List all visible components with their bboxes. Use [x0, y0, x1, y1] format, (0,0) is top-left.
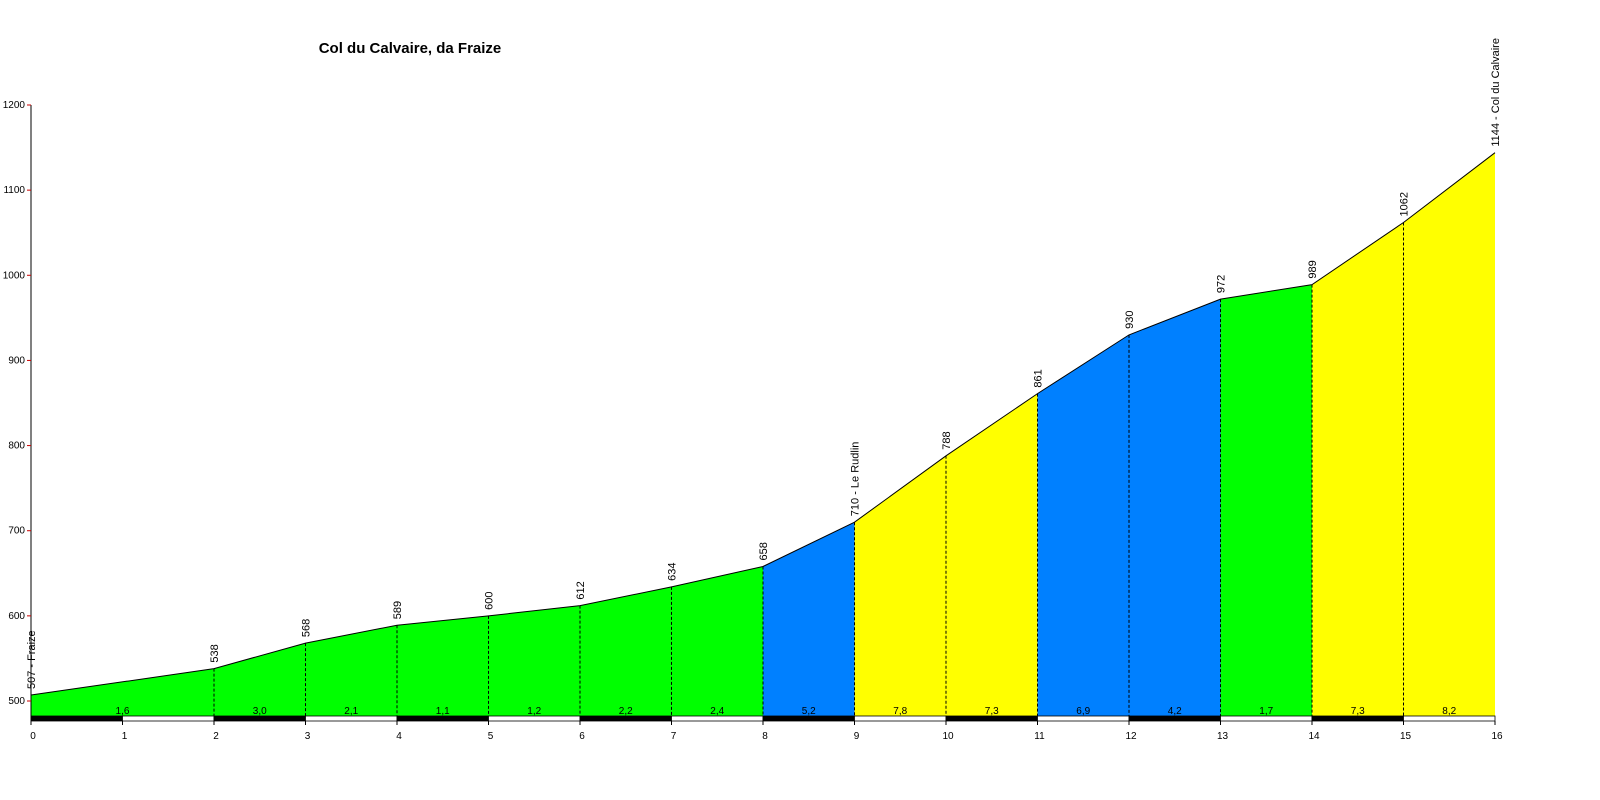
- x-tick-label: 5: [488, 731, 494, 742]
- elevation-label: 507 - Fraize: [26, 630, 38, 689]
- gradient-segment: [854, 455, 946, 716]
- elevation-label: 589: [392, 601, 404, 619]
- y-tick-label: 1200: [3, 100, 26, 111]
- gradient-segment: [946, 393, 1038, 716]
- gradient-segment: [1220, 284, 1312, 716]
- x-tick-label: 15: [1400, 731, 1412, 742]
- gradient-label: 1,2: [527, 706, 541, 717]
- gradient-label: 1,7: [1259, 706, 1273, 717]
- km-band: [671, 715, 764, 722]
- km-band: [762, 715, 855, 722]
- x-tick-label: 16: [1491, 731, 1503, 742]
- x-tick-label: 14: [1308, 731, 1320, 742]
- km-band: [1403, 715, 1496, 722]
- elevation-label: 1144 - Col du Calvaire: [1490, 38, 1502, 147]
- km-band: [1037, 715, 1130, 722]
- km-band: [396, 715, 489, 722]
- gradient-label: 1,6: [116, 706, 130, 717]
- x-tick-label: 8: [762, 731, 768, 742]
- gradient-label: 2,4: [710, 706, 724, 717]
- x-tick-label: 13: [1217, 731, 1229, 742]
- x-tick-label: 9: [854, 731, 860, 742]
- km-band: [1128, 715, 1221, 722]
- y-tick-label: 700: [8, 526, 25, 537]
- y-tick-label: 1000: [3, 270, 26, 281]
- x-tick-label: 0: [30, 731, 36, 742]
- gradient-segment: [1129, 299, 1221, 716]
- gradient-label: 2,2: [619, 706, 633, 717]
- gradient-segment: [671, 566, 763, 716]
- gradient-segment: [31, 668, 214, 716]
- chart-title: Col du Calvaire, da Fraize: [319, 40, 502, 57]
- gradient-label: 2,1: [344, 706, 358, 717]
- gradient-segment: [488, 605, 580, 716]
- elevation-label: 788: [941, 431, 953, 449]
- km-band: [579, 715, 672, 722]
- gradient-segment: [1037, 334, 1129, 716]
- y-tick-label: 1100: [3, 185, 25, 196]
- gradient-label: 8,2: [1442, 706, 1456, 717]
- elevation-label: 1062: [1399, 192, 1411, 216]
- x-tick-label: 10: [942, 731, 954, 742]
- x-tick-label: 7: [671, 731, 677, 742]
- gradient-segment: [763, 522, 855, 716]
- gradient-segment: [214, 643, 306, 716]
- gradient-label: 3,0: [253, 706, 267, 717]
- km-band: [213, 715, 306, 722]
- x-tick-label: 6: [579, 731, 585, 742]
- elevation-label: 568: [301, 619, 313, 637]
- gradient-label: 7,3: [985, 706, 999, 717]
- gradient-label: 6,9: [1076, 706, 1090, 717]
- elevation-label: 634: [667, 563, 679, 581]
- km-band: [854, 715, 947, 722]
- km-band: [488, 715, 581, 722]
- km-band: [305, 715, 398, 722]
- x-tick-label: 12: [1125, 731, 1137, 742]
- gradient-segment: [305, 625, 397, 716]
- x-tick-label: 3: [305, 731, 311, 742]
- km-band: [122, 715, 215, 722]
- x-tick-label: 1: [122, 731, 128, 742]
- y-tick-label: 900: [8, 355, 25, 366]
- elevation-label: 930: [1124, 311, 1136, 329]
- elevation-label: 972: [1216, 275, 1228, 293]
- elevation-label: 612: [575, 581, 587, 599]
- elevation-label: 710 - Le Rudlin: [850, 442, 862, 517]
- elevation-label: 538: [209, 644, 221, 662]
- x-tick-label: 11: [1034, 731, 1045, 742]
- profile-line: [30, 152, 1496, 696]
- gradient-segment: [580, 586, 672, 716]
- gradient-segment: [1312, 222, 1404, 717]
- elevation-label: 658: [758, 542, 770, 560]
- km-band: [1220, 715, 1313, 722]
- km-band: [30, 715, 123, 722]
- x-tick-label: 4: [396, 731, 402, 742]
- elevation-label: 600: [484, 591, 496, 609]
- gradient-label: 1,1: [436, 706, 450, 717]
- gradient-label: 4,2: [1168, 706, 1182, 717]
- km-band: [945, 715, 1038, 722]
- y-tick-label: 500: [8, 696, 25, 707]
- gradient-label: 7,8: [893, 706, 907, 717]
- elevation-label: 989: [1307, 260, 1319, 278]
- elevation-label: 861: [1033, 369, 1045, 387]
- x-tick-label: 2: [213, 731, 219, 742]
- gradient-segment: [1403, 152, 1495, 716]
- gradient-label: 5,2: [802, 706, 816, 717]
- y-tick-label: 600: [8, 611, 25, 622]
- gradient-segment: [397, 615, 489, 716]
- gradient-label: 7,3: [1351, 706, 1365, 717]
- y-tick-label: 800: [8, 441, 25, 452]
- km-band: [1311, 715, 1404, 722]
